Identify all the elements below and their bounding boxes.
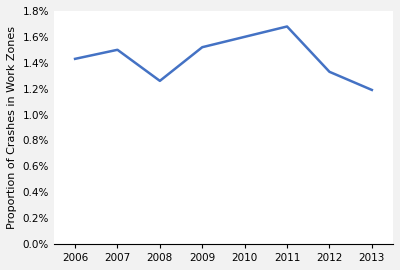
Y-axis label: Proportion of Crashes in Work Zones: Proportion of Crashes in Work Zones [7, 26, 17, 229]
